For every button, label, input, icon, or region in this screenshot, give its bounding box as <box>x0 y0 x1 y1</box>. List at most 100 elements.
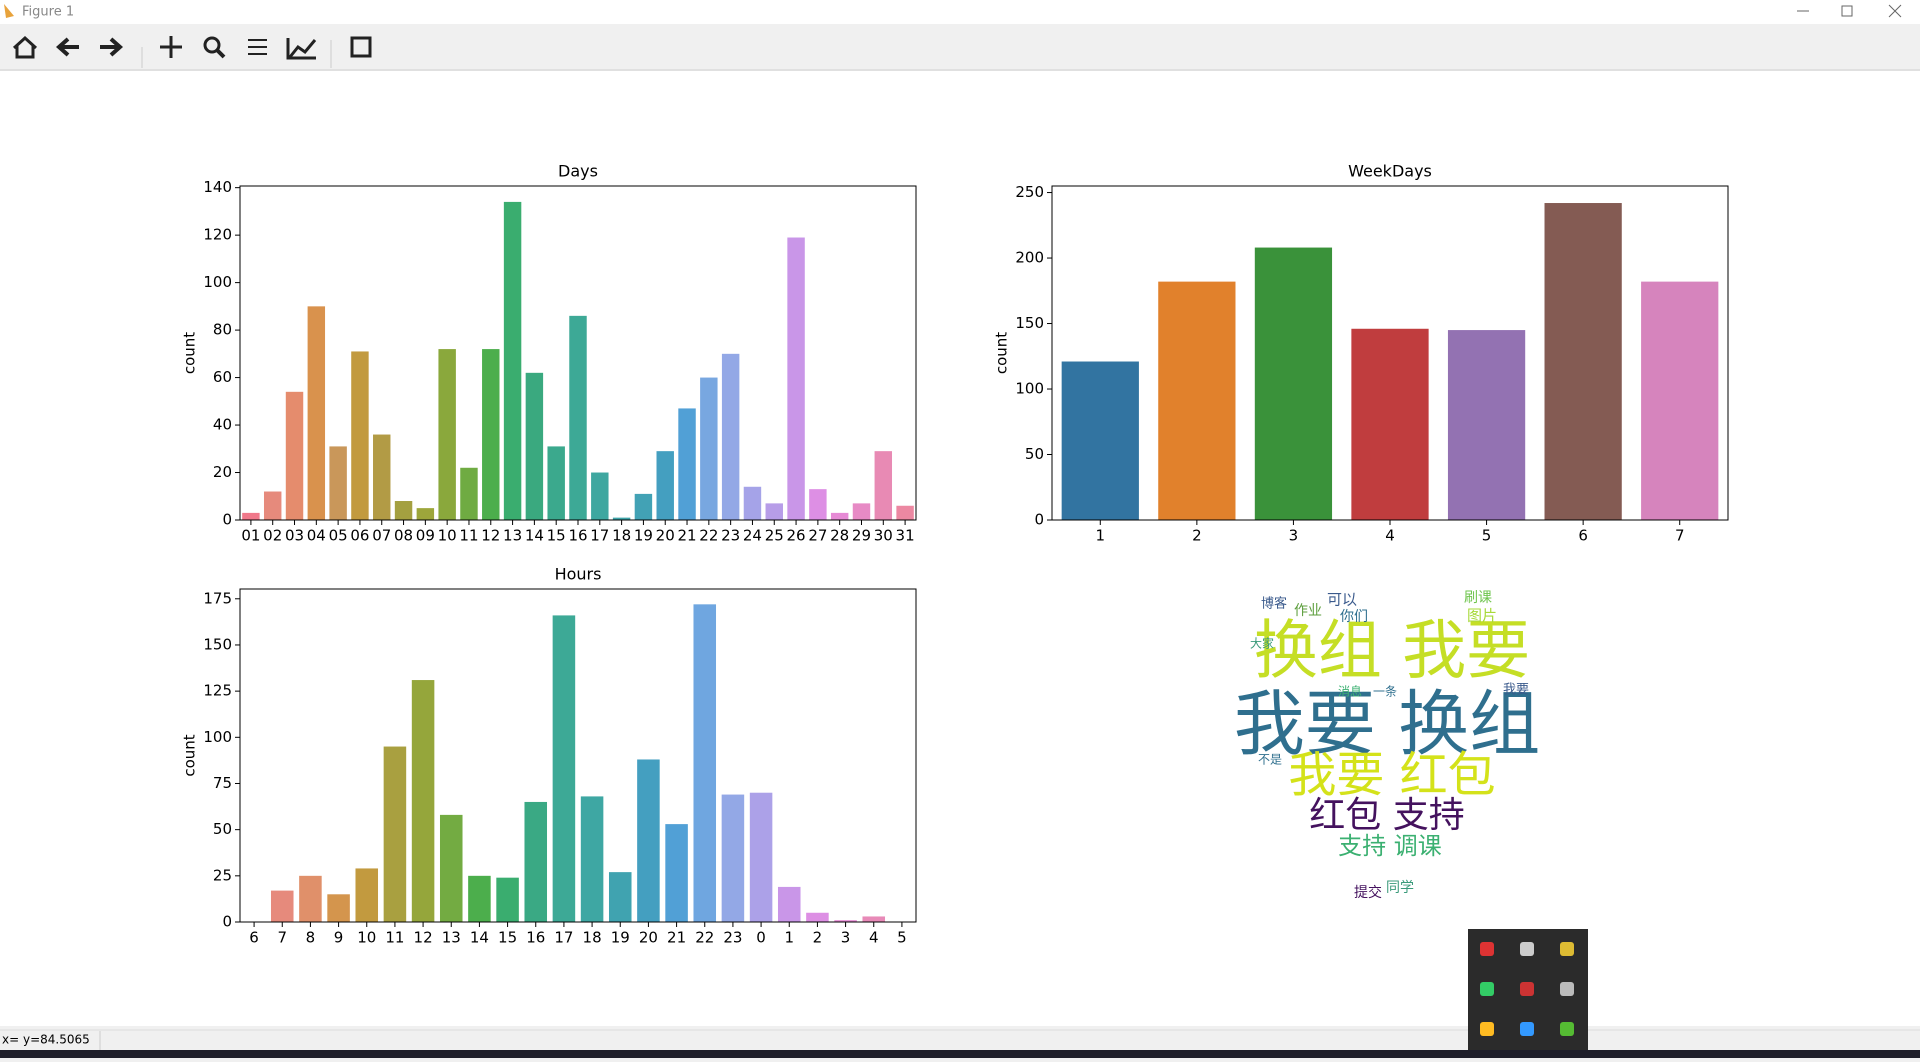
bar <box>787 237 805 520</box>
tray-icon[interactable] <box>1560 982 1574 996</box>
wordcloud-word: 大家 <box>1250 636 1274 651</box>
bar <box>665 824 688 922</box>
x-tick-label: 8 <box>306 929 316 947</box>
bar <box>809 489 827 520</box>
y-tick-label: 150 <box>1015 314 1044 332</box>
x-tick-label: 05 <box>329 527 348 545</box>
y-tick-label: 200 <box>1015 249 1044 267</box>
x-tick-label: 27 <box>808 527 827 545</box>
x-tick-label: 25 <box>765 527 784 545</box>
zoom-button[interactable] <box>203 36 226 59</box>
bar <box>1351 328 1429 520</box>
bar <box>438 349 456 520</box>
bar <box>547 446 565 520</box>
bar <box>439 814 463 922</box>
x-tick-label: 6 <box>249 929 259 947</box>
y-tick-label: 40 <box>213 416 232 434</box>
bar <box>270 890 294 922</box>
window-title: Figure 1 <box>22 5 74 20</box>
bar <box>874 451 893 520</box>
wordcloud-word: 我要 红包 <box>1288 747 1495 803</box>
tray-icon[interactable] <box>1560 1022 1574 1036</box>
x-tick-label: 26 <box>787 527 806 545</box>
tray-icon[interactable] <box>1480 1022 1494 1036</box>
y-tick-label: 100 <box>203 728 232 746</box>
home-button[interactable] <box>12 35 38 59</box>
x-tick-label: 7 <box>1675 527 1685 545</box>
x-tick-label: 20 <box>639 929 658 947</box>
subplots-button[interactable] <box>248 39 267 55</box>
forward-button[interactable] <box>100 37 124 57</box>
x-tick-label: 02 <box>263 527 282 545</box>
x-tick-label: 18 <box>612 527 631 545</box>
chart-title: Days <box>558 162 598 181</box>
y-tick-label: 120 <box>203 226 232 244</box>
x-tick-label: 21 <box>667 929 686 947</box>
y-tick-label: 140 <box>203 178 232 196</box>
tray-icon[interactable] <box>1480 982 1494 996</box>
bar <box>416 508 435 520</box>
wordcloud-word: 我要 换组 <box>1234 683 1541 766</box>
back-button[interactable] <box>55 37 79 57</box>
y-tick-label: 175 <box>203 589 232 607</box>
wordcloud-word: 提交 <box>1354 884 1382 901</box>
bar <box>1158 281 1236 520</box>
x-tick-label: 13 <box>442 929 461 947</box>
title-bar <box>0 0 1920 24</box>
tray-icon[interactable] <box>1520 982 1534 996</box>
x-tick-label: 07 <box>372 527 391 545</box>
tray-icon[interactable] <box>1520 1022 1534 1036</box>
tray-icon[interactable] <box>1480 942 1494 956</box>
save-button[interactable] <box>350 36 372 58</box>
x-tick-label: 1 <box>784 929 794 947</box>
x-tick-label: 9 <box>334 929 344 947</box>
bar <box>721 794 745 922</box>
axes-frame <box>239 185 917 521</box>
wordcloud-word: 一条 <box>1373 685 1397 699</box>
wordcloud-word: 换组 我要 <box>1254 615 1530 689</box>
bar <box>496 877 519 922</box>
wordcloud-word: 作业 <box>1294 603 1322 619</box>
x-tick-label: 30 <box>874 527 893 545</box>
x-tick-label: 12 <box>481 527 500 545</box>
pan-button[interactable] <box>160 36 182 58</box>
bar <box>656 451 674 520</box>
bar <box>862 916 886 922</box>
x-tick-label: 28 <box>830 527 849 545</box>
x-tick-label: 22 <box>699 527 718 545</box>
x-tick-label: 7 <box>277 929 287 947</box>
wordcloud-word: 你们 <box>1340 609 1368 625</box>
chart-title: WeekDays <box>1348 162 1432 181</box>
bar <box>637 759 660 922</box>
y-tick-label: 100 <box>1015 380 1044 398</box>
bar <box>608 872 632 922</box>
wordcloud-word: 红包 支持 <box>1309 795 1464 836</box>
tray-icon[interactable] <box>1560 942 1574 956</box>
bar <box>806 912 829 922</box>
bar <box>765 503 783 520</box>
wordcloud-word: 图片 <box>1467 607 1497 625</box>
bar <box>468 875 491 922</box>
x-tick-label: 4 <box>869 929 879 947</box>
bar <box>749 792 773 922</box>
bar <box>394 501 413 520</box>
x-tick-label: 23 <box>721 527 740 545</box>
wordcloud-word: 消息 <box>1338 684 1362 699</box>
edit-axis-button[interactable] <box>286 38 317 60</box>
close-button[interactable] <box>1888 4 1902 18</box>
bar <box>1254 247 1333 520</box>
taskbar <box>0 1050 1920 1058</box>
restore-button[interactable] <box>1841 5 1853 17</box>
bar <box>327 894 350 922</box>
wordcloud-word: 博客 <box>1261 596 1287 612</box>
y-tick-label: 0 <box>222 511 232 529</box>
x-tick-label: 16 <box>568 527 587 545</box>
bar <box>634 493 653 520</box>
y-axis-label: count <box>993 332 1011 374</box>
status-text: x= y=84.5065 <box>2 1033 90 1047</box>
x-tick-label: 3 <box>1289 527 1299 545</box>
bar <box>242 512 260 520</box>
x-tick-label: 5 <box>897 929 907 947</box>
tray-icon[interactable] <box>1520 942 1534 956</box>
x-tick-label: 18 <box>583 929 602 947</box>
